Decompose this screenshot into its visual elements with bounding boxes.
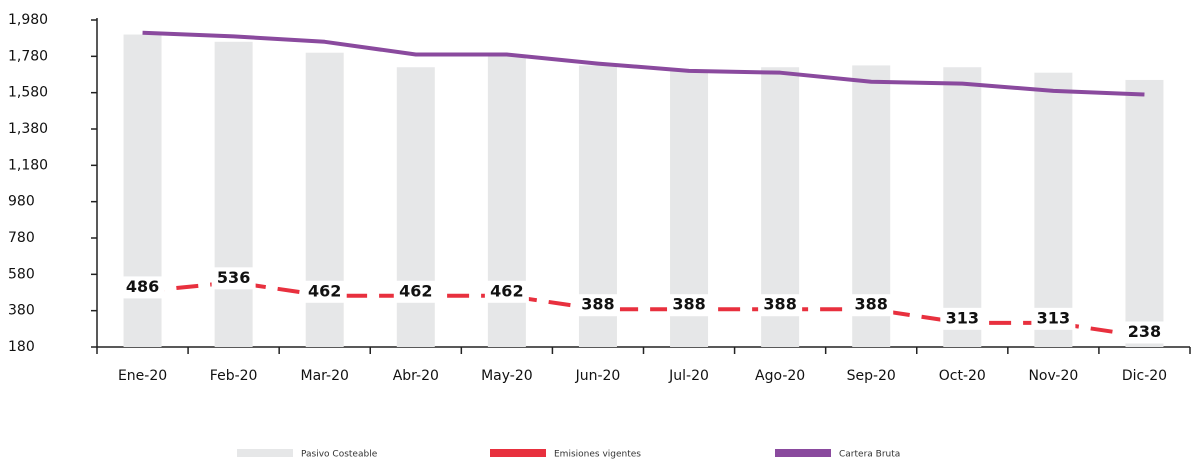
value-label-bg	[120, 276, 165, 299]
value-label: 313	[1037, 308, 1070, 327]
y-tick-label: 380	[8, 303, 35, 319]
x-tick-label: Ago-20	[755, 368, 805, 384]
bar	[305, 52, 344, 347]
y-tick-label: 1,380	[8, 121, 48, 137]
y-tick-label: 780	[8, 230, 35, 246]
dashed-line	[142, 280, 1145, 339]
value-label-bg	[849, 294, 894, 317]
line	[142, 30, 1145, 97]
value-label-bg	[667, 294, 712, 317]
value-label: 462	[399, 281, 432, 300]
value-label: 536	[217, 268, 250, 287]
x-tick-label: May-20	[481, 368, 533, 384]
x-tick-label: Dic-20	[1122, 368, 1167, 384]
value-label-bg	[302, 280, 347, 303]
y-tick-label: 980	[8, 194, 35, 210]
legend-label: Emisiones vigentes	[554, 450, 641, 460]
bar	[123, 34, 162, 348]
value-label: 388	[581, 295, 614, 314]
value-label: 238	[1128, 322, 1161, 341]
value-label: 388	[855, 295, 888, 314]
x-tick-label: Jun-20	[575, 368, 621, 384]
x-tick-label: Abr-20	[393, 368, 439, 384]
x-tick-label: Sep-20	[847, 368, 896, 384]
value-label-bg	[393, 280, 438, 303]
bar	[943, 67, 982, 347]
value-label-bg	[758, 294, 803, 317]
value-label-bg	[484, 280, 529, 303]
x-tick-label: Feb-20	[210, 368, 258, 384]
value-label: 388	[672, 295, 705, 314]
x-tick-label: Jul-20	[668, 368, 709, 384]
legend: Pasivo Costeable Emisiones vigentes Carter…	[237, 449, 900, 460]
y-tick-label: 580	[8, 266, 35, 282]
bar	[1034, 72, 1073, 347]
x-tick-label: Nov-20	[1028, 368, 1078, 384]
legend-label: Pasivo Costeable	[301, 450, 378, 460]
value-label: 462	[308, 281, 341, 300]
x-tick-label: Ene-20	[118, 368, 167, 384]
bar	[487, 56, 526, 347]
y-tick-label: 1,580	[8, 85, 48, 101]
legend-swatch	[775, 449, 831, 457]
legend-swatch	[237, 449, 293, 457]
x-tick-label: Mar-20	[301, 368, 349, 384]
y-tick-label: 1,980	[8, 12, 48, 28]
value-label-bg	[1031, 307, 1076, 330]
legend-label: Cartera Bruta	[839, 450, 900, 460]
bar	[214, 41, 253, 348]
y-tick-label: 1,180	[8, 157, 48, 173]
value-label: 486	[126, 277, 159, 296]
bar	[396, 67, 435, 347]
y-tick-label: 180	[8, 339, 35, 355]
legend-swatch	[490, 449, 546, 457]
value-label-bg	[1122, 321, 1167, 344]
value-label-bg	[211, 267, 256, 290]
value-label-bg	[940, 307, 985, 330]
bar	[1125, 79, 1164, 347]
value-label: 313	[946, 308, 979, 327]
value-label: 462	[490, 281, 523, 300]
value-label-bg	[575, 294, 620, 317]
value-label: 388	[763, 295, 796, 314]
y-tick-label: 1,780	[8, 48, 48, 64]
x-tick-label: Oct-20	[939, 368, 986, 384]
